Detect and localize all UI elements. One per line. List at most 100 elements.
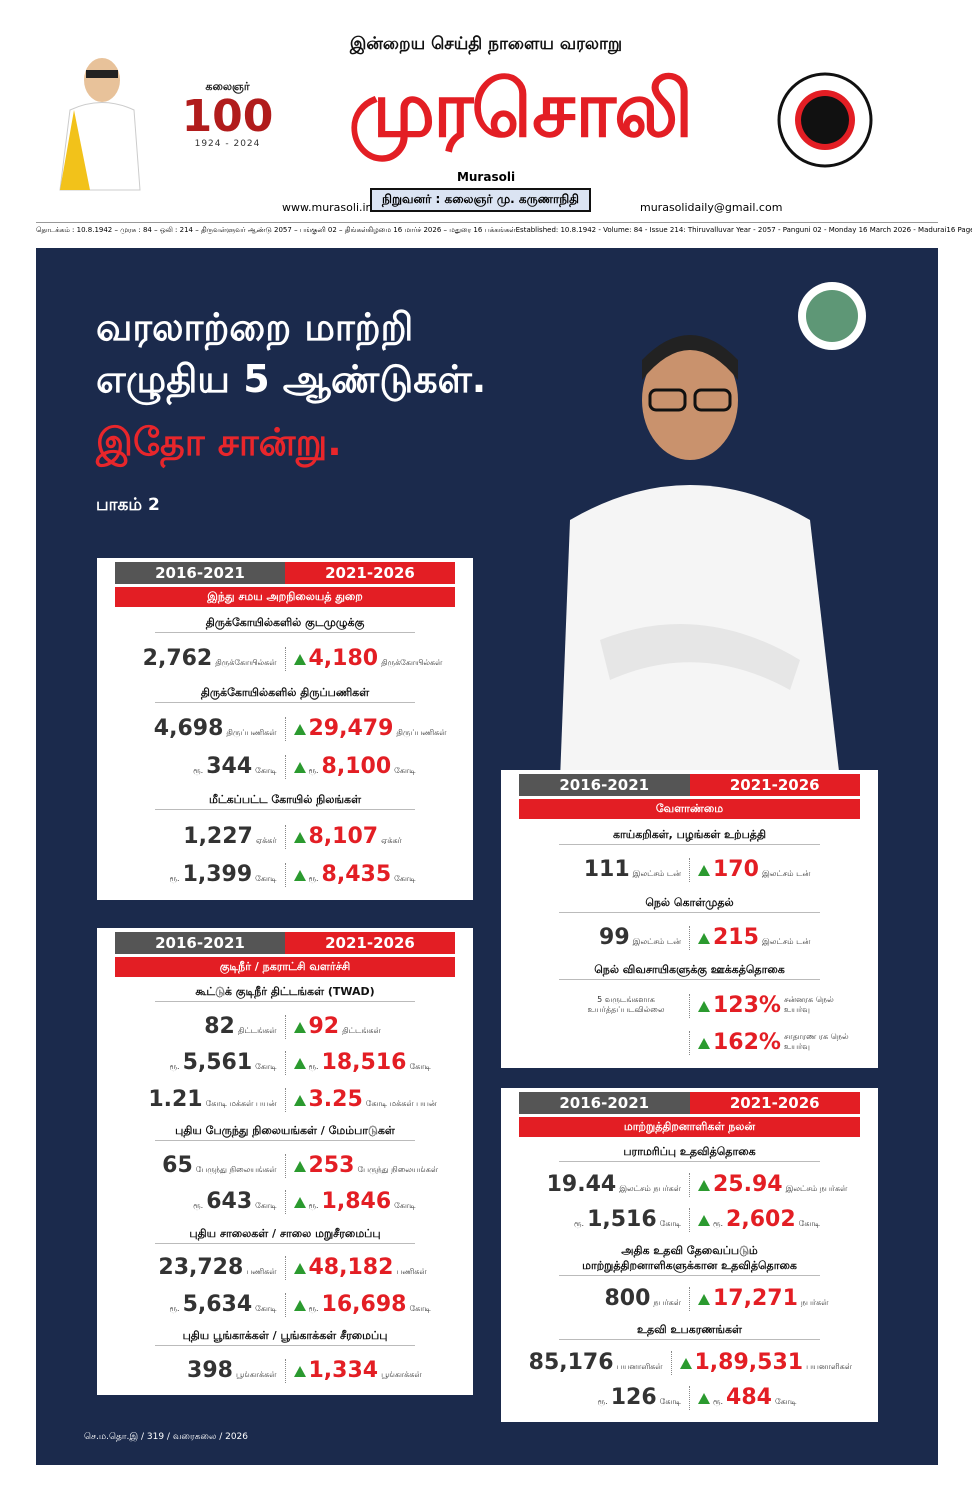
stat-unit: பூங்காக்கள்: [235, 1369, 277, 1379]
stat-unit: திட்டங்கள்: [342, 1025, 381, 1035]
founder: நிறுவனர் : கலைஞர் மு. கருணாநிதி: [370, 188, 592, 212]
period-before: 2016-2021: [115, 932, 285, 954]
centenary-name: கலைஞர்: [205, 80, 250, 93]
section-heading: புதிய சாலைகள் / சாலை மறுசீரமைப்பு: [155, 1227, 415, 1244]
stat-unit: கோடி: [255, 873, 277, 883]
currency-prefix: ரூ.: [713, 1219, 724, 1229]
increase-arrow: [698, 1038, 710, 1050]
stat-value: 19.44: [546, 1172, 617, 1198]
dateline-english: Established: 10.8.1942 - Volume: 84 - Is…: [515, 226, 947, 234]
stat-row: 398 பூங்காக்கள் 1,334 பூங்காக்கள்: [115, 1357, 455, 1383]
increase-arrow: [698, 1294, 710, 1306]
section-heading: மீட்கப்பட்ட கோயில் நிலங்கள்: [155, 793, 415, 811]
stat-unit: 5 வருடங்களாக உயர்த்தப்படவில்லை: [587, 994, 665, 1014]
stat-before: 1.21 கோடி மக்கள் பயன்: [115, 1087, 286, 1112]
currency-prefix: ரூ.: [169, 873, 180, 883]
stat-unit: திட்டங்கள்: [237, 1025, 277, 1035]
stat-unit: கோடி: [255, 766, 277, 776]
currency-prefix: ரூ.: [193, 766, 204, 776]
stat-unit: இலட்சம் நபர்கள்: [619, 1184, 681, 1194]
stats-panel: 2016-2021 2021-2026 மாற்றுத்திறனாளிகள் நலன…: [501, 1088, 878, 1422]
stat-value: 25.94: [713, 1172, 783, 1198]
increase-arrow: [293, 1365, 306, 1377]
stat-value: 215: [713, 924, 759, 950]
stat-row: 111 இலட்சம் டன் 170 இலட்சம் டன்: [519, 857, 860, 883]
increase-arrow: [698, 1180, 710, 1192]
stat-value: 17,271: [713, 1286, 798, 1312]
stat-after: ரூ. 1,846 கோடி: [286, 1190, 456, 1214]
stat-before: 65 பேருந்து நிலையங்கள்: [115, 1152, 286, 1178]
department: குடிநீர் / நகராட்சி வளர்ச்சி: [115, 957, 455, 977]
currency-prefix: ரூ.: [193, 1201, 204, 1211]
currency-prefix: ரூ.: [308, 766, 319, 776]
stat-value: 2,602: [726, 1207, 796, 1233]
stat-unit: திருப்பணிகள்: [396, 727, 447, 737]
increase-arrow: [293, 831, 306, 843]
stat-before: 99 இலட்சம் டன்: [519, 924, 690, 950]
department: மாற்றுத்திறனாளிகள் நலன்: [519, 1117, 860, 1137]
period-header: 2016-2021 2021-2026: [519, 774, 860, 796]
stat-value: 1,89,531: [694, 1349, 804, 1375]
part-label: பாகம் 2: [96, 495, 160, 515]
stat-value: 1,334: [308, 1357, 379, 1383]
section-heading: புதிய பூங்காக்கள் / பூங்காக்கள் சீரமைப்ப…: [155, 1329, 415, 1347]
period-before: 2016-2021: [519, 1092, 690, 1114]
stat-unit: பேருந்து நிலையங்கள்: [357, 1164, 439, 1174]
email: murasolidaily@gmail.com: [640, 201, 783, 214]
section-heading: காய்கறிகள், பழங்கள் உற்பத்தி: [559, 828, 820, 845]
stat-before: 2,762 திருக்கோயில்கள்: [115, 647, 286, 672]
stat-value: 99: [599, 924, 630, 950]
stat-value: 800: [604, 1286, 651, 1312]
currency-prefix: ரூ.: [308, 1062, 319, 1072]
stat-before: ரூ. 344 கோடி: [115, 755, 286, 780]
increase-arrow: [293, 723, 306, 735]
stat-unit: திருக்கோயில்கள்: [381, 658, 443, 668]
stat-unit: கோடி: [798, 1219, 820, 1229]
stat-unit: நபர்கள்: [653, 1298, 681, 1308]
stat-unit: பயனாளிகள்: [616, 1361, 663, 1371]
stat-unit: கோடி: [394, 873, 416, 883]
party-emblem: [777, 72, 873, 168]
stat-value: 16,698: [321, 1291, 407, 1317]
stat-unit: சன்னரக நெல் உயர்வு: [783, 994, 834, 1014]
stat-before: 1,227 ஏக்கர்: [115, 824, 286, 849]
panel-body: திருக்கோயில்களில் குடமுழுக்கு 2,762 திருக்…: [115, 609, 455, 894]
stat-before: [519, 1031, 690, 1056]
stat-before: ரூ. 5,634 கோடி: [115, 1291, 286, 1317]
stat-unit: கோடி: [659, 1397, 681, 1407]
stat-value: 4,698: [153, 715, 224, 741]
section-heading: உதவி உபகரணங்கள்: [559, 1323, 820, 1340]
stat-value: 23,728: [158, 1255, 244, 1281]
stat-row: 65 பேருந்து நிலையங்கள் 253 பேருந்து நிலையங்…: [115, 1152, 455, 1178]
stat-row: 23,728 பணிகள் 48,182 பணிகள்: [115, 1255, 455, 1281]
section-heading: திருக்கோயில்களில் திருப்பணிகள்: [155, 686, 415, 703]
stat-row: 85,176 பயனாளிகள் 1,89,531 பயனாளிகள்: [519, 1349, 860, 1375]
period-after: 2021-2026: [689, 1092, 860, 1114]
stat-value: 65: [162, 1152, 193, 1178]
stat-unit: பயனாளிகள்: [806, 1361, 852, 1371]
masthead: முரசொலி: [348, 65, 694, 155]
stat-unit: இலட்சம் டன்: [761, 936, 811, 946]
stats-panel: 2016-2021 2021-2026 இந்து சமய அறநிலையத் து…: [97, 558, 473, 900]
stat-row: ரூ. 1,399 கோடி ரூ. 8,435 கோடி: [115, 862, 456, 887]
panel-body: பராமரிப்பு உதவித்தொகை 19.44 இலட்சம் நபர்கள…: [519, 1139, 860, 1416]
stat-unit: கோடி: [659, 1219, 681, 1229]
stat-value: 5,634: [182, 1291, 253, 1317]
stat-value: 111: [583, 857, 630, 883]
stat-row: 82 திட்டங்கள் 92 திட்டங்கள்: [115, 1014, 456, 1039]
stat-before: 85,176 பயனாளிகள்: [519, 1350, 672, 1375]
increase-arrow: [293, 1058, 306, 1070]
stat-after: 170 இலட்சம் டன்: [690, 858, 860, 882]
masthead-subtitle: Murasoli: [456, 170, 516, 184]
stat-after: 92 திட்டங்கள்: [286, 1015, 456, 1039]
stat-row: 2,762 திருக்கோயில்கள் 4,180 திருக்கோயில்கள்: [115, 647, 455, 672]
stat-row: 4,698 திருப்பணிகள் 29,479 திருப்பணிகள்: [115, 715, 455, 741]
stat-after: ரூ. 8,435 கோடி: [286, 863, 456, 887]
stat-row: ரூ. 5,561 கோடி ரூ. 18,516 கோடி: [115, 1051, 455, 1076]
stat-unit: கோடி மக்கள் பயன்: [365, 1098, 437, 1108]
increase-arrow: [698, 1215, 710, 1227]
stat-value: 123%: [713, 992, 781, 1018]
stat-before: 4,698 திருப்பணிகள்: [115, 715, 286, 741]
currency-prefix: ரூ.: [169, 1303, 180, 1313]
dateline: தொடக்கம் : 10.8.1942 – முரசு : 84 – ஒலி …: [36, 222, 972, 235]
